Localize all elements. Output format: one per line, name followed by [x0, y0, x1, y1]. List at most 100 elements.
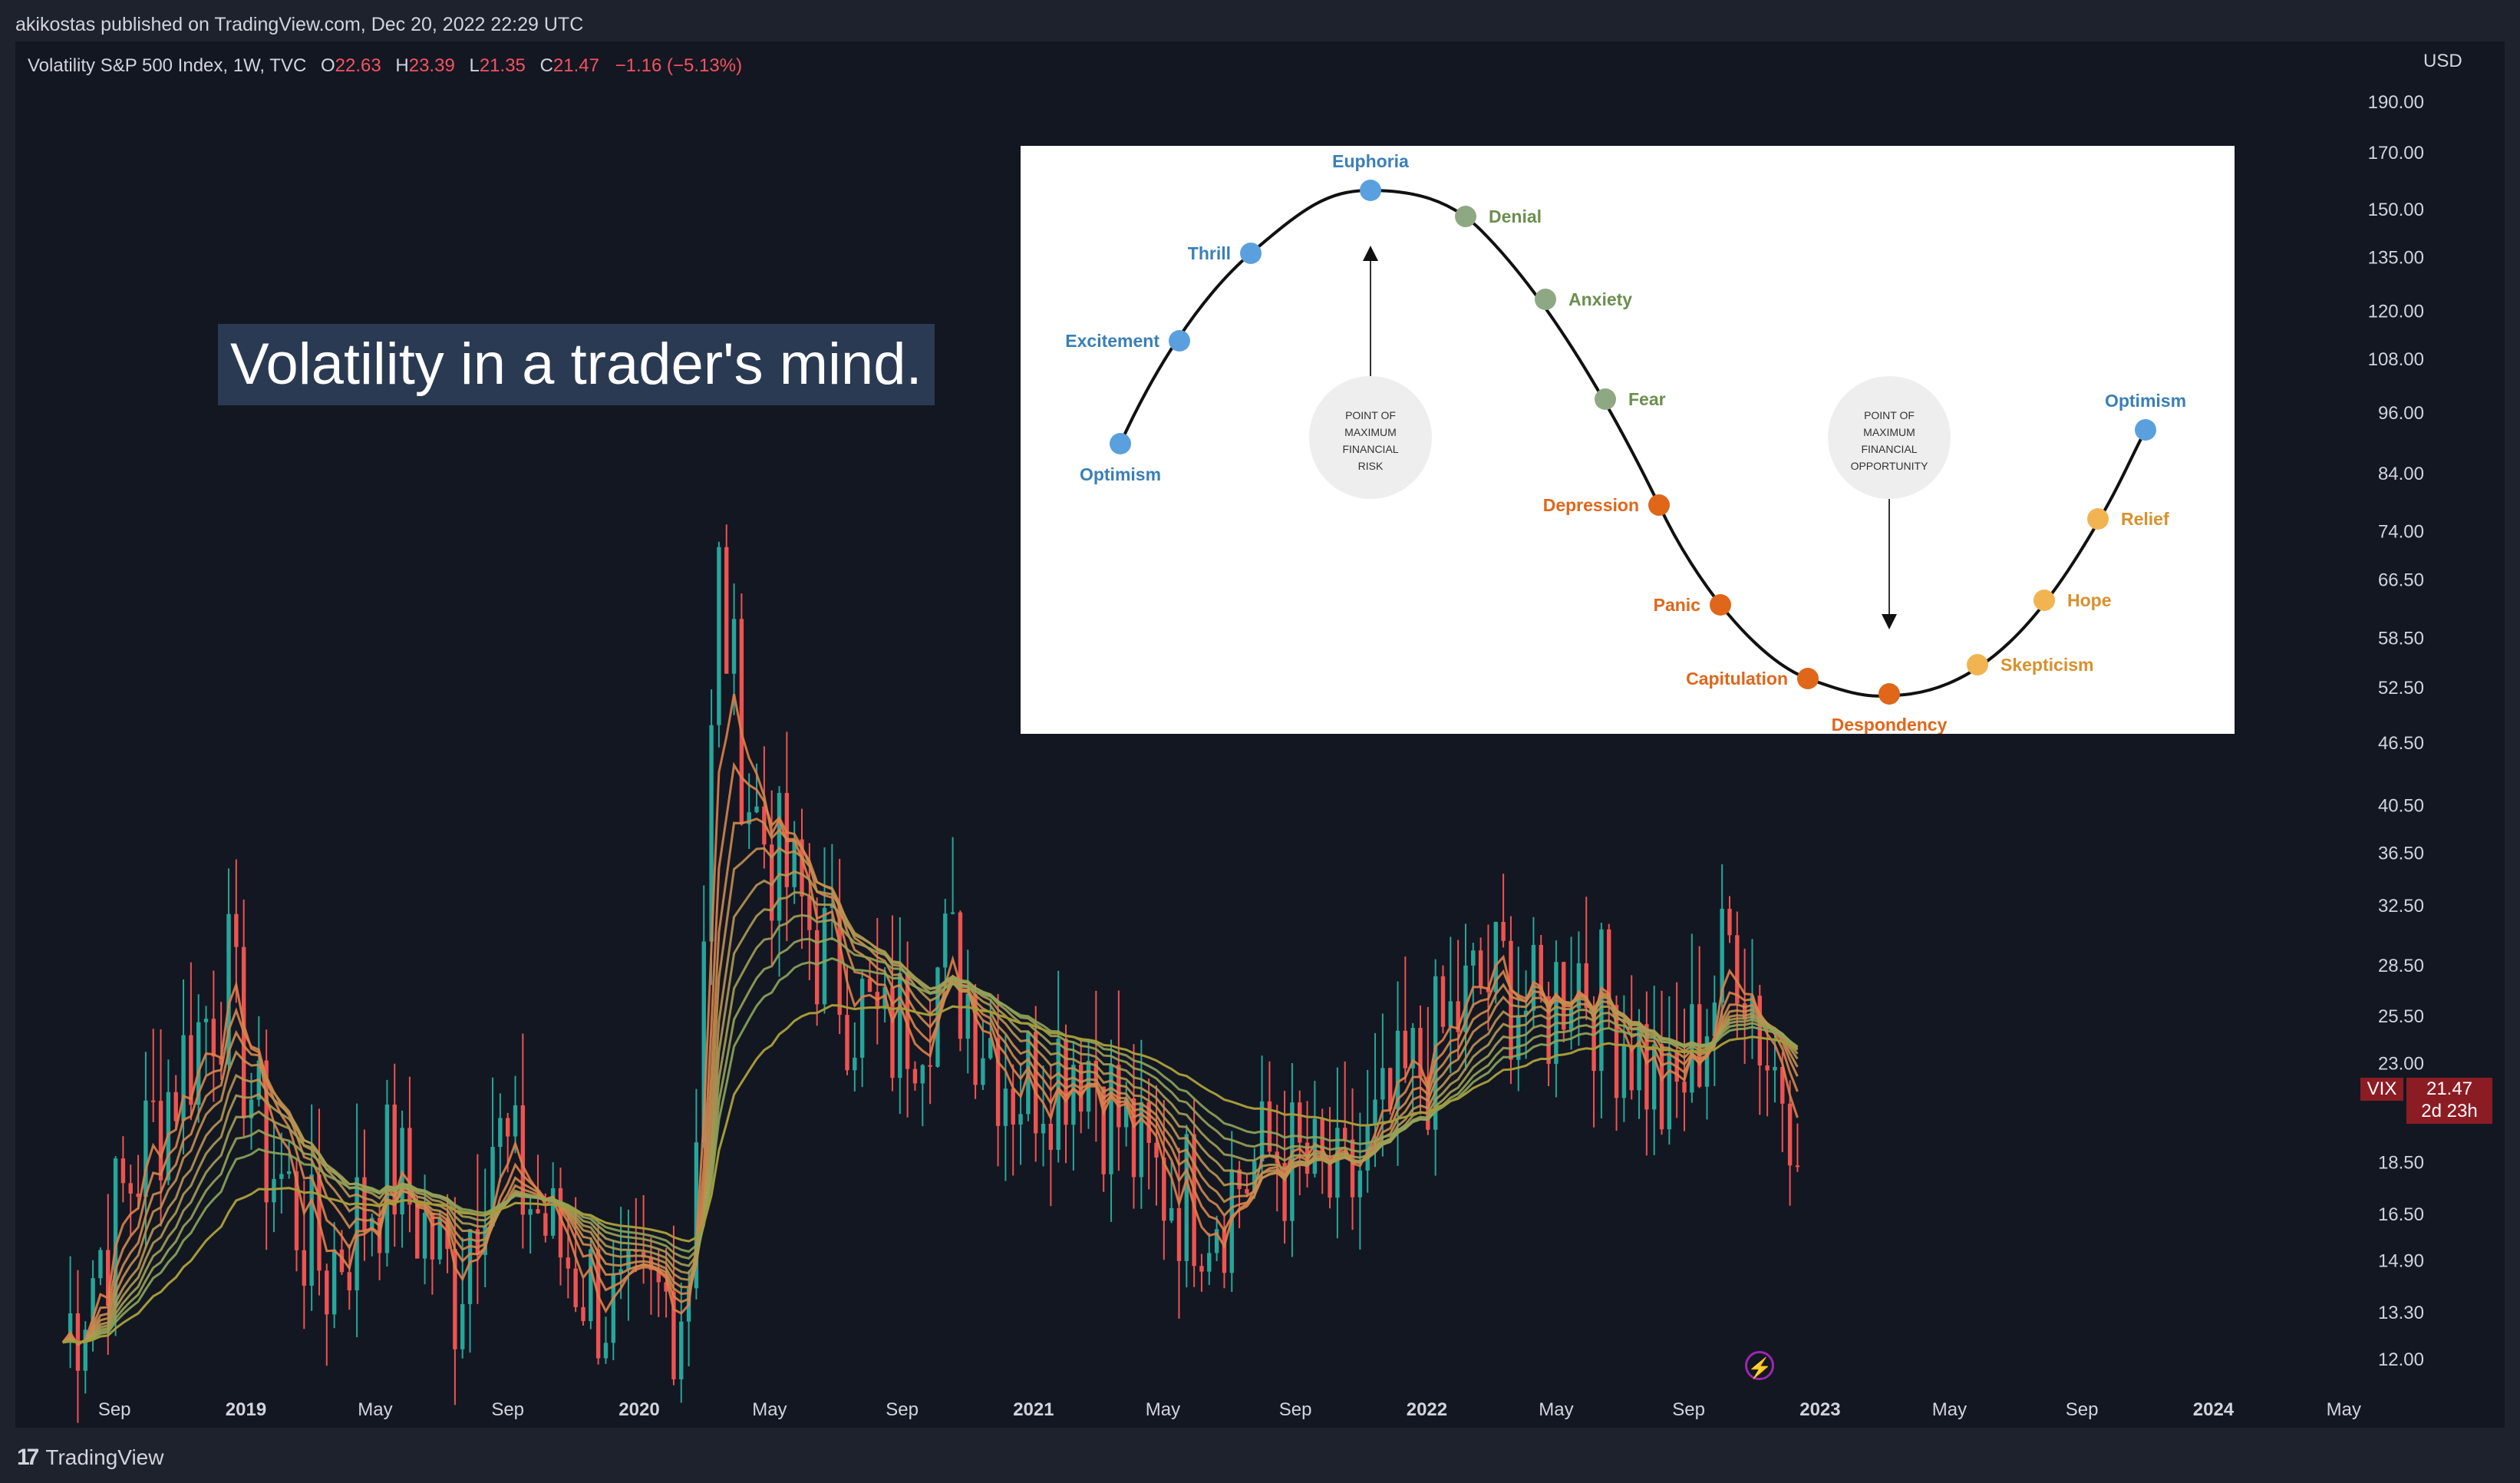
- candle-body: [1380, 1068, 1385, 1100]
- y-tick-label: 23.00: [2378, 1053, 2424, 1074]
- candle: [1176, 1148, 1182, 1319]
- candle-body: [158, 1101, 163, 1181]
- candle: [136, 1154, 140, 1210]
- cycle-label-skepticism: Skepticism: [2000, 655, 2093, 675]
- candle-body: [1169, 1207, 1174, 1221]
- candle: [1478, 937, 1483, 995]
- price-chart[interactable]: 190.00 170.00 150.00 135.00 120.00 108.00 96.0…: [15, 41, 2505, 1428]
- candle-body: [589, 1249, 593, 1322]
- candle-body: [1448, 1001, 1453, 1027]
- candle: [189, 962, 193, 1121]
- candle: [120, 1136, 126, 1203]
- candle: [1448, 936, 1453, 1074]
- candle: [1056, 970, 1060, 1163]
- candle-body: [68, 1313, 73, 1343]
- candle: [1576, 931, 1582, 1046]
- candle-body: [1539, 945, 1543, 996]
- cycle-label-fear: Fear: [1628, 389, 1666, 409]
- candle: [264, 1029, 269, 1250]
- headline-annotation[interactable]: Volatility in a trader's mind.: [218, 324, 935, 405]
- candle-body: [1682, 1082, 1687, 1093]
- candle-body: [777, 793, 782, 921]
- candle-body: [1011, 1088, 1015, 1125]
- candle-body: [845, 1015, 849, 1071]
- x-tick-label: May: [1539, 1399, 1573, 1420]
- symbol-title: Volatility S&P 500 Index, 1W, TVC: [28, 55, 307, 76]
- x-tick-label: May: [1932, 1399, 1967, 1420]
- cycle-point: [1967, 654, 1988, 675]
- candle-body: [370, 1217, 374, 1230]
- candle: [1757, 984, 1763, 1115]
- cycle-point: [1535, 289, 1556, 310]
- ohlc-low-label: L: [469, 55, 480, 76]
- candle-body: [1584, 963, 1588, 1009]
- candle-body: [347, 1272, 351, 1291]
- candle: [1041, 1065, 1046, 1167]
- x-tick-label: Sep: [1279, 1399, 1312, 1420]
- opportunity-circle-text: OPPORTUNITY: [1851, 460, 1929, 472]
- cycle-point: [2087, 508, 2109, 530]
- candle-body: [437, 1218, 442, 1260]
- candle-body: [1192, 1134, 1196, 1267]
- candle-body: [1471, 950, 1476, 966]
- candle: [853, 1022, 857, 1092]
- candle-body: [1644, 1024, 1649, 1110]
- tradingview-brand[interactable]: 17 TradingView: [17, 1445, 163, 1471]
- candle-body: [113, 1158, 118, 1306]
- candle-body: [1629, 1045, 1634, 1091]
- opportunity-circle: POINT OF MAXIMUM FINANCIAL OPPORTUNITY: [1828, 376, 1951, 499]
- candle: [151, 1029, 156, 1123]
- candle: [407, 1076, 412, 1233]
- candle: [800, 808, 804, 950]
- x-tick-label: May: [2327, 1399, 2361, 1420]
- candle-body: [1433, 976, 1438, 1130]
- candle: [234, 859, 239, 1003]
- candle-body: [770, 844, 774, 921]
- cycle-label-depression: Depression: [1543, 495, 1639, 515]
- candle: [1516, 946, 1521, 1092]
- candle-body: [543, 1213, 548, 1236]
- candle-body: [181, 1035, 186, 1121]
- candle-body: [981, 1058, 985, 1085]
- moving-average-line: [61, 761, 1799, 1345]
- candle-body: [603, 1343, 609, 1359]
- opportunity-circle-text: MAXIMUM: [1863, 426, 1915, 438]
- candle-body: [1651, 1044, 1657, 1110]
- y-tick-label: 108.00: [2368, 349, 2424, 370]
- candle-body: [1637, 1024, 1641, 1091]
- candle-body: [807, 896, 812, 930]
- candle: [777, 786, 782, 977]
- risk-circle-text: POINT OF: [1345, 409, 1396, 421]
- candle: [166, 1059, 171, 1185]
- cycle-label-anxiety: Anxiety: [1568, 289, 1632, 309]
- cycle-point: [1648, 494, 1670, 516]
- candle-body: [430, 1213, 435, 1260]
- candle: [528, 1197, 533, 1254]
- candle: [920, 1064, 925, 1127]
- candle-body: [1343, 1128, 1347, 1140]
- candle-body: [1493, 922, 1498, 993]
- candle-body: [648, 1257, 654, 1270]
- candle: [1651, 986, 1657, 1155]
- candle: [483, 1168, 487, 1288]
- lightning-icon[interactable]: ⚡: [1745, 1351, 1774, 1380]
- candle: [1440, 965, 1446, 1034]
- candle-body: [1146, 1102, 1151, 1143]
- candle: [1048, 1064, 1054, 1207]
- candle-body: [264, 1060, 269, 1203]
- cycle-point: [1240, 243, 1262, 264]
- cycle-label-relief: Relief: [2121, 509, 2169, 529]
- candle-body: [226, 913, 231, 1065]
- candle: [460, 1237, 465, 1359]
- x-tick-label: 2019: [226, 1399, 266, 1420]
- candle-body: [1607, 929, 1611, 1006]
- cycle-label-optimism_end: Optimism: [2105, 391, 2186, 411]
- y-tick-label: 32.50: [2378, 896, 2424, 917]
- candle: [181, 979, 186, 1154]
- candle-body: [520, 1105, 526, 1215]
- candle: [286, 1141, 292, 1179]
- candle-body: [1064, 1039, 1068, 1125]
- currency-label[interactable]: USD: [2423, 51, 2462, 71]
- candle-body: [219, 1056, 223, 1065]
- x-tick-label: May: [1146, 1399, 1180, 1420]
